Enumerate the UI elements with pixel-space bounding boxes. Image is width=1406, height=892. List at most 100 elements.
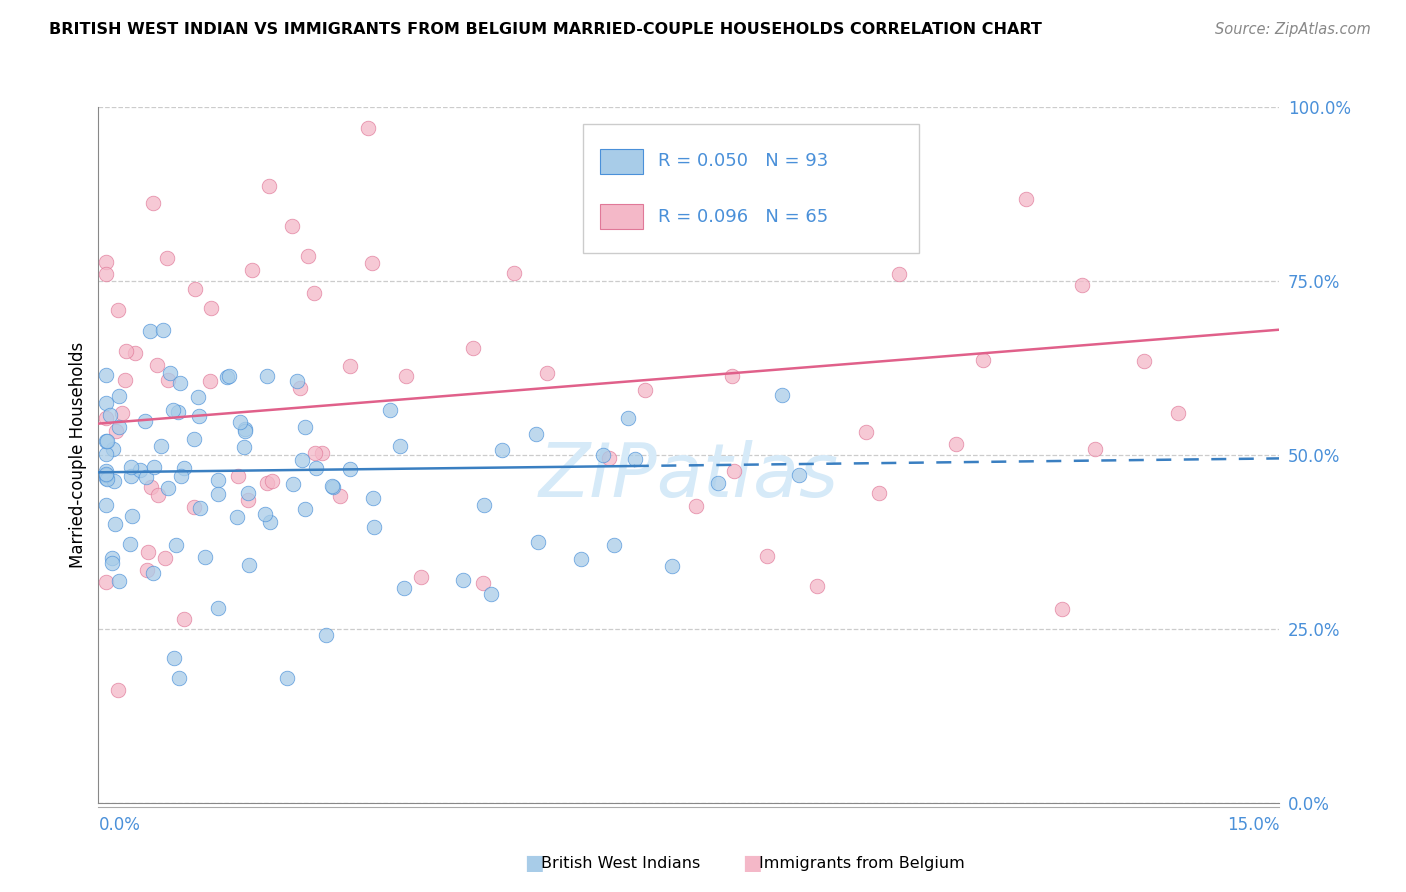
Point xyxy=(129,463,152,477)
Point xyxy=(96,411,118,425)
Text: ■: ■ xyxy=(524,854,544,873)
FancyBboxPatch shape xyxy=(582,125,920,253)
Point xyxy=(152,323,174,337)
Point xyxy=(207,487,229,501)
Point xyxy=(311,446,333,460)
Point xyxy=(165,538,187,552)
Point xyxy=(149,438,172,452)
Point xyxy=(226,469,249,483)
Point xyxy=(188,409,211,423)
FancyBboxPatch shape xyxy=(600,204,643,229)
Point xyxy=(114,343,136,358)
Point xyxy=(103,474,125,488)
Point xyxy=(104,424,127,438)
Point xyxy=(291,452,314,467)
Point xyxy=(238,485,260,500)
Point xyxy=(297,249,319,263)
Point xyxy=(200,375,222,389)
Point xyxy=(233,424,256,438)
Point xyxy=(276,671,298,685)
Point xyxy=(104,516,127,531)
Point xyxy=(108,420,131,434)
Point xyxy=(156,481,179,495)
Point xyxy=(281,219,304,234)
Point xyxy=(183,500,205,514)
Point xyxy=(111,406,134,420)
Point xyxy=(188,500,211,515)
Point xyxy=(1133,354,1156,368)
Text: 15.0%: 15.0% xyxy=(1227,816,1279,834)
Point xyxy=(855,425,877,439)
Point xyxy=(806,579,828,593)
Point xyxy=(163,650,186,665)
Point xyxy=(887,267,910,281)
Point xyxy=(96,255,118,269)
Point xyxy=(723,464,745,478)
Point xyxy=(527,535,550,549)
Point xyxy=(721,369,744,384)
Point xyxy=(363,520,385,534)
Point xyxy=(288,381,311,395)
Point xyxy=(107,389,129,403)
Point xyxy=(173,461,195,475)
Point xyxy=(233,440,256,454)
Point xyxy=(357,120,380,135)
Point xyxy=(96,434,118,448)
Point xyxy=(339,461,361,475)
Point xyxy=(135,563,157,577)
Point xyxy=(461,341,484,355)
Text: R = 0.096   N = 65: R = 0.096 N = 65 xyxy=(658,208,828,226)
Point xyxy=(411,570,433,584)
Point xyxy=(96,467,118,481)
Point xyxy=(707,475,730,490)
Point xyxy=(281,476,304,491)
Point xyxy=(259,515,281,529)
Point xyxy=(194,550,217,565)
Point xyxy=(157,373,180,387)
Text: ZIPatlas: ZIPatlas xyxy=(538,440,839,512)
Point xyxy=(240,262,263,277)
Point xyxy=(169,671,191,685)
Point xyxy=(236,492,259,507)
Point xyxy=(394,581,416,595)
Point xyxy=(1084,442,1107,456)
Point xyxy=(868,486,890,500)
Point xyxy=(162,403,184,417)
Point xyxy=(156,251,179,265)
Point xyxy=(173,612,195,626)
Point xyxy=(1015,193,1038,207)
Point xyxy=(304,285,326,300)
Point xyxy=(254,507,277,521)
Text: British West Indians: British West Indians xyxy=(541,856,700,871)
Point xyxy=(136,545,159,559)
Point xyxy=(166,405,188,419)
Text: 0.0%: 0.0% xyxy=(98,816,141,834)
Point xyxy=(472,576,495,591)
Point xyxy=(96,267,118,281)
Point xyxy=(101,551,124,566)
Point xyxy=(361,256,384,270)
Point xyxy=(187,391,209,405)
Point xyxy=(96,464,118,478)
Point xyxy=(96,471,118,485)
Point xyxy=(96,368,118,382)
Point xyxy=(134,414,156,428)
Point xyxy=(1050,602,1073,616)
Point xyxy=(972,352,994,367)
Point xyxy=(96,574,118,589)
Point xyxy=(260,475,283,489)
Text: Immigrants from Belgium: Immigrants from Belgium xyxy=(759,856,965,871)
Point xyxy=(634,383,657,397)
Point xyxy=(304,446,326,460)
Point xyxy=(294,502,316,516)
Point xyxy=(141,480,163,494)
Point xyxy=(472,498,495,512)
Point xyxy=(598,450,620,465)
Point xyxy=(225,510,247,524)
Point xyxy=(124,346,146,360)
Point xyxy=(107,682,129,697)
Point xyxy=(361,491,384,505)
Point xyxy=(685,499,707,513)
Point xyxy=(503,266,526,280)
Point xyxy=(536,367,558,381)
